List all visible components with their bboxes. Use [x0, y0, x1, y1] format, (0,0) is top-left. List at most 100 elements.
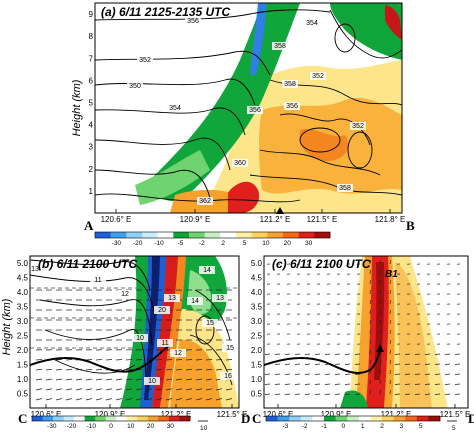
panel-c-wind-vector — [424, 363, 431, 365]
panel-a-plot: 356 358 354 352 358 356 350 352 354 352 360 356 358 3… — [95, 3, 402, 213]
panel-a-red-right — [385, 5, 402, 40]
panel-b-wind-vector — [205, 378, 213, 381]
panel-c-vector-ref: 5 — [452, 425, 456, 432]
panel-a-colorbar-swatch — [157, 232, 174, 238]
panel-c-wind-vector — [294, 373, 301, 375]
panel-a-colorbar-swatch — [283, 232, 299, 238]
panel-b-wind-vector — [145, 368, 153, 371]
panel-a-colorbar-label: -20 — [133, 240, 143, 247]
panel-a-colorbar-swatch — [220, 232, 237, 238]
panel-c-wind-vector — [379, 369, 381, 375]
panel-b-wind-vector — [195, 359, 203, 361]
panel-b-contour-label: 15 — [206, 320, 214, 327]
panel-c-wind-vector — [389, 269, 391, 275]
panel-a-colorbar-outline — [94, 231, 331, 239]
panel-b-wind-vector — [75, 388, 83, 391]
panel-c-wind-vector — [344, 393, 351, 395]
panel-c-wind-vector — [284, 353, 291, 355]
panel-a-colorbar-label: -10 — [154, 240, 164, 247]
panel-c-y-tick-label: 2.5 — [251, 332, 263, 341]
panel-b-wind-vector — [175, 368, 183, 371]
panel-c-wind-vector — [389, 339, 391, 345]
panel-c-wind-vector — [389, 319, 391, 325]
panel-b-wind-vector — [225, 368, 233, 371]
panel-b-wind-vector — [195, 368, 203, 371]
panel-b-colorbar-swatch — [137, 416, 149, 421]
panel-c-title: (c) 6/11 2100 UTC — [272, 257, 371, 271]
panel-c-wind-vector — [274, 353, 281, 355]
panel-b-wind-vector — [205, 388, 213, 391]
panel-c-wind-vector — [454, 393, 461, 395]
panel-b-colorbar-label: 10 — [127, 423, 135, 430]
panel-c-wind-vector — [404, 373, 411, 375]
panel-b-wind-vector — [55, 378, 63, 381]
panel-b-contour-label: 13 — [216, 295, 224, 302]
panel-a-colorbar-label: -30 — [112, 240, 122, 247]
panel-a-colorbar-labels: -30 -20 -10 -5 -2 2 5 10 20 30 — [112, 240, 313, 247]
panel-c-wind-vector — [389, 329, 391, 335]
panel-c-wind-vector — [264, 383, 271, 385]
panel-b-contour-label: 12 — [174, 350, 182, 357]
panel-c-wind-vector — [334, 393, 341, 395]
panel-c-wind-vector — [424, 353, 431, 355]
panel-c-colorbar-swatch — [358, 416, 371, 421]
panel-c-wind-vector — [324, 373, 331, 375]
panel-c-wind-vector — [344, 363, 351, 365]
panel-c-wind-vector — [414, 353, 421, 355]
panel-b-wind-vector — [85, 359, 93, 361]
panel-c-wind-vector — [404, 383, 411, 385]
panel-a-contour-label-bg — [137, 56, 153, 64]
panel-b-colorbar-swatch — [126, 416, 138, 421]
panel-b-contour-label-bg — [154, 306, 170, 314]
panel-c-wind-vector — [379, 289, 381, 295]
panel-a-contour-label-bg — [185, 17, 201, 25]
panel-b-wind-vector — [35, 359, 43, 361]
panel-b-wind-vector — [85, 388, 93, 391]
panel-c-colorbar-labels: -3 -2 -1 0 1 2 3 5 — [282, 423, 422, 430]
panel-a-colorbar-swatch — [189, 232, 205, 238]
panel-c-wind-vector — [284, 393, 291, 395]
panel-a-contour-label: 350 — [129, 83, 141, 90]
panel-b-colorbar-swatch — [116, 416, 128, 421]
panel-a-contour-labels: 356 358 354 352 358 356 350 352 354 352 360 356 358 3… — [127, 17, 366, 205]
panel-a-light-green — [135, 150, 210, 205]
panel-b-wind-vector — [115, 398, 123, 401]
panel-b-wind-vector — [75, 398, 83, 401]
panel-c-wind-vector — [379, 329, 381, 335]
panel-c-wind-vector — [379, 379, 381, 385]
panel-c-x-tick-label: 121.5° E — [440, 410, 471, 419]
panel-b-wind-vector — [215, 359, 223, 361]
panel-b-wind-vector — [135, 359, 143, 361]
panel-b-wind-vector — [165, 398, 173, 401]
panel-c-frame — [263, 255, 469, 409]
panel-c-wind-vector — [264, 373, 271, 375]
panel-c-x-tick-label: 121.2° E — [381, 410, 412, 419]
panel-b-x-tick-label: 121.2° E — [161, 410, 192, 419]
panel-c-wind-vector — [434, 373, 441, 375]
panel-b-wind-vector — [185, 398, 193, 401]
panel-c-wind-vector — [284, 383, 291, 385]
panel-c-wind-vector — [294, 383, 301, 385]
panel-c-wind-vector — [389, 379, 391, 385]
panel-a-x-tick-label: 120.6° E — [101, 215, 132, 224]
panel-a-end-label: B — [406, 218, 415, 233]
panel-b-wind-vector — [155, 359, 163, 361]
panel-c-x-tick-label: 120.9° E — [321, 410, 352, 419]
panel-b-contour-label: 14 — [203, 267, 211, 274]
panel-c-wind-vector — [369, 309, 371, 315]
panel-a-colorbar-label: 2 — [221, 240, 225, 247]
panel-c-wind-vector — [324, 383, 331, 385]
panel-a-contour-label: 352 — [352, 123, 364, 130]
panel-b-colorbar-labels: -30 -20 -10 0 10 20 30 — [47, 423, 174, 430]
panel-c-colorbar-swatch — [416, 416, 429, 421]
panel-a-colorbar-label: 20 — [284, 240, 292, 247]
panel-b-wind-vector — [185, 388, 193, 391]
panel-b-wind-vector — [205, 359, 213, 361]
panel-c-wind-vector — [284, 373, 291, 375]
panel-a-contour-label: 352 — [139, 57, 151, 64]
panel-c-green-bottom — [340, 390, 368, 408]
panel-c-y-tick-label: 5.0 — [251, 259, 263, 268]
panel-b-wind-vector — [55, 388, 63, 391]
panel-c-wind-vector — [424, 373, 431, 375]
panel-c-wind-vector — [424, 383, 431, 385]
